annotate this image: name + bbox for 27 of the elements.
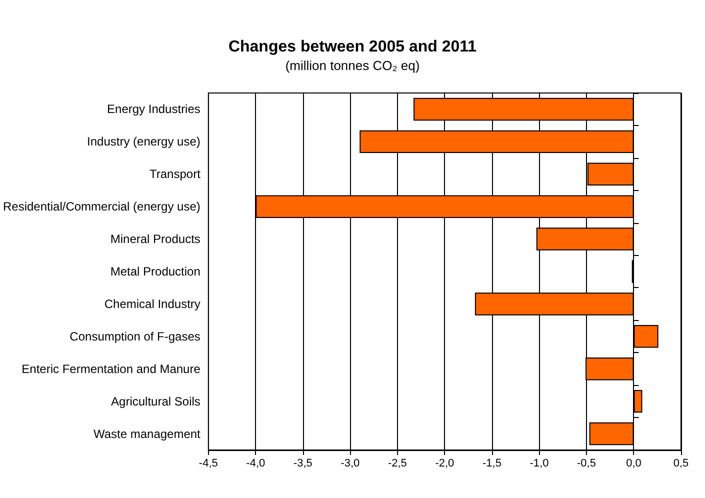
y-tick-label: Waste management [93, 426, 202, 441]
y-tick-label: Metal Production [110, 264, 200, 278]
y-tick-label: Mineral Products [110, 232, 200, 246]
x-tick-label: -3,0 [340, 458, 360, 470]
chart-title: Changes between 2005 and 2011 [228, 38, 477, 56]
bar [634, 390, 642, 413]
x-tick-label: -1,5 [482, 458, 502, 470]
bar [634, 325, 658, 348]
x-tick-label: -0,5 [576, 458, 596, 470]
x-tick-label: 0,0 [626, 458, 642, 470]
y-tick-label: Chemical Industry [104, 296, 200, 311]
x-tick-label: -2,5 [388, 458, 407, 470]
y-tick-label: Agricultural Soils [111, 394, 200, 408]
y-tick-label: Transport [150, 167, 202, 182]
x-tick-label: -4,0 [246, 458, 266, 470]
chart-subtitle: (million tonnes CO₂ eq) [285, 58, 420, 73]
y-tick-label: Residential/Commercial (energy use) [2, 200, 200, 214]
x-tick-label: -3,5 [293, 458, 312, 470]
x-tick-label: -4,5 [198, 458, 218, 470]
x-tick-label: 0,5 [673, 458, 689, 470]
x-tick-label: -2,0 [435, 458, 454, 470]
y-tick-label: Industry (energy use) [87, 134, 200, 149]
x-tick-label: -1,0 [530, 458, 549, 470]
bar [589, 422, 634, 446]
y-tick-label: Energy Industries [107, 102, 200, 116]
y-tick-label: Enteric Fermentation and Manure [22, 362, 201, 376]
y-tick-label: Consumption of F-gases [70, 329, 200, 344]
